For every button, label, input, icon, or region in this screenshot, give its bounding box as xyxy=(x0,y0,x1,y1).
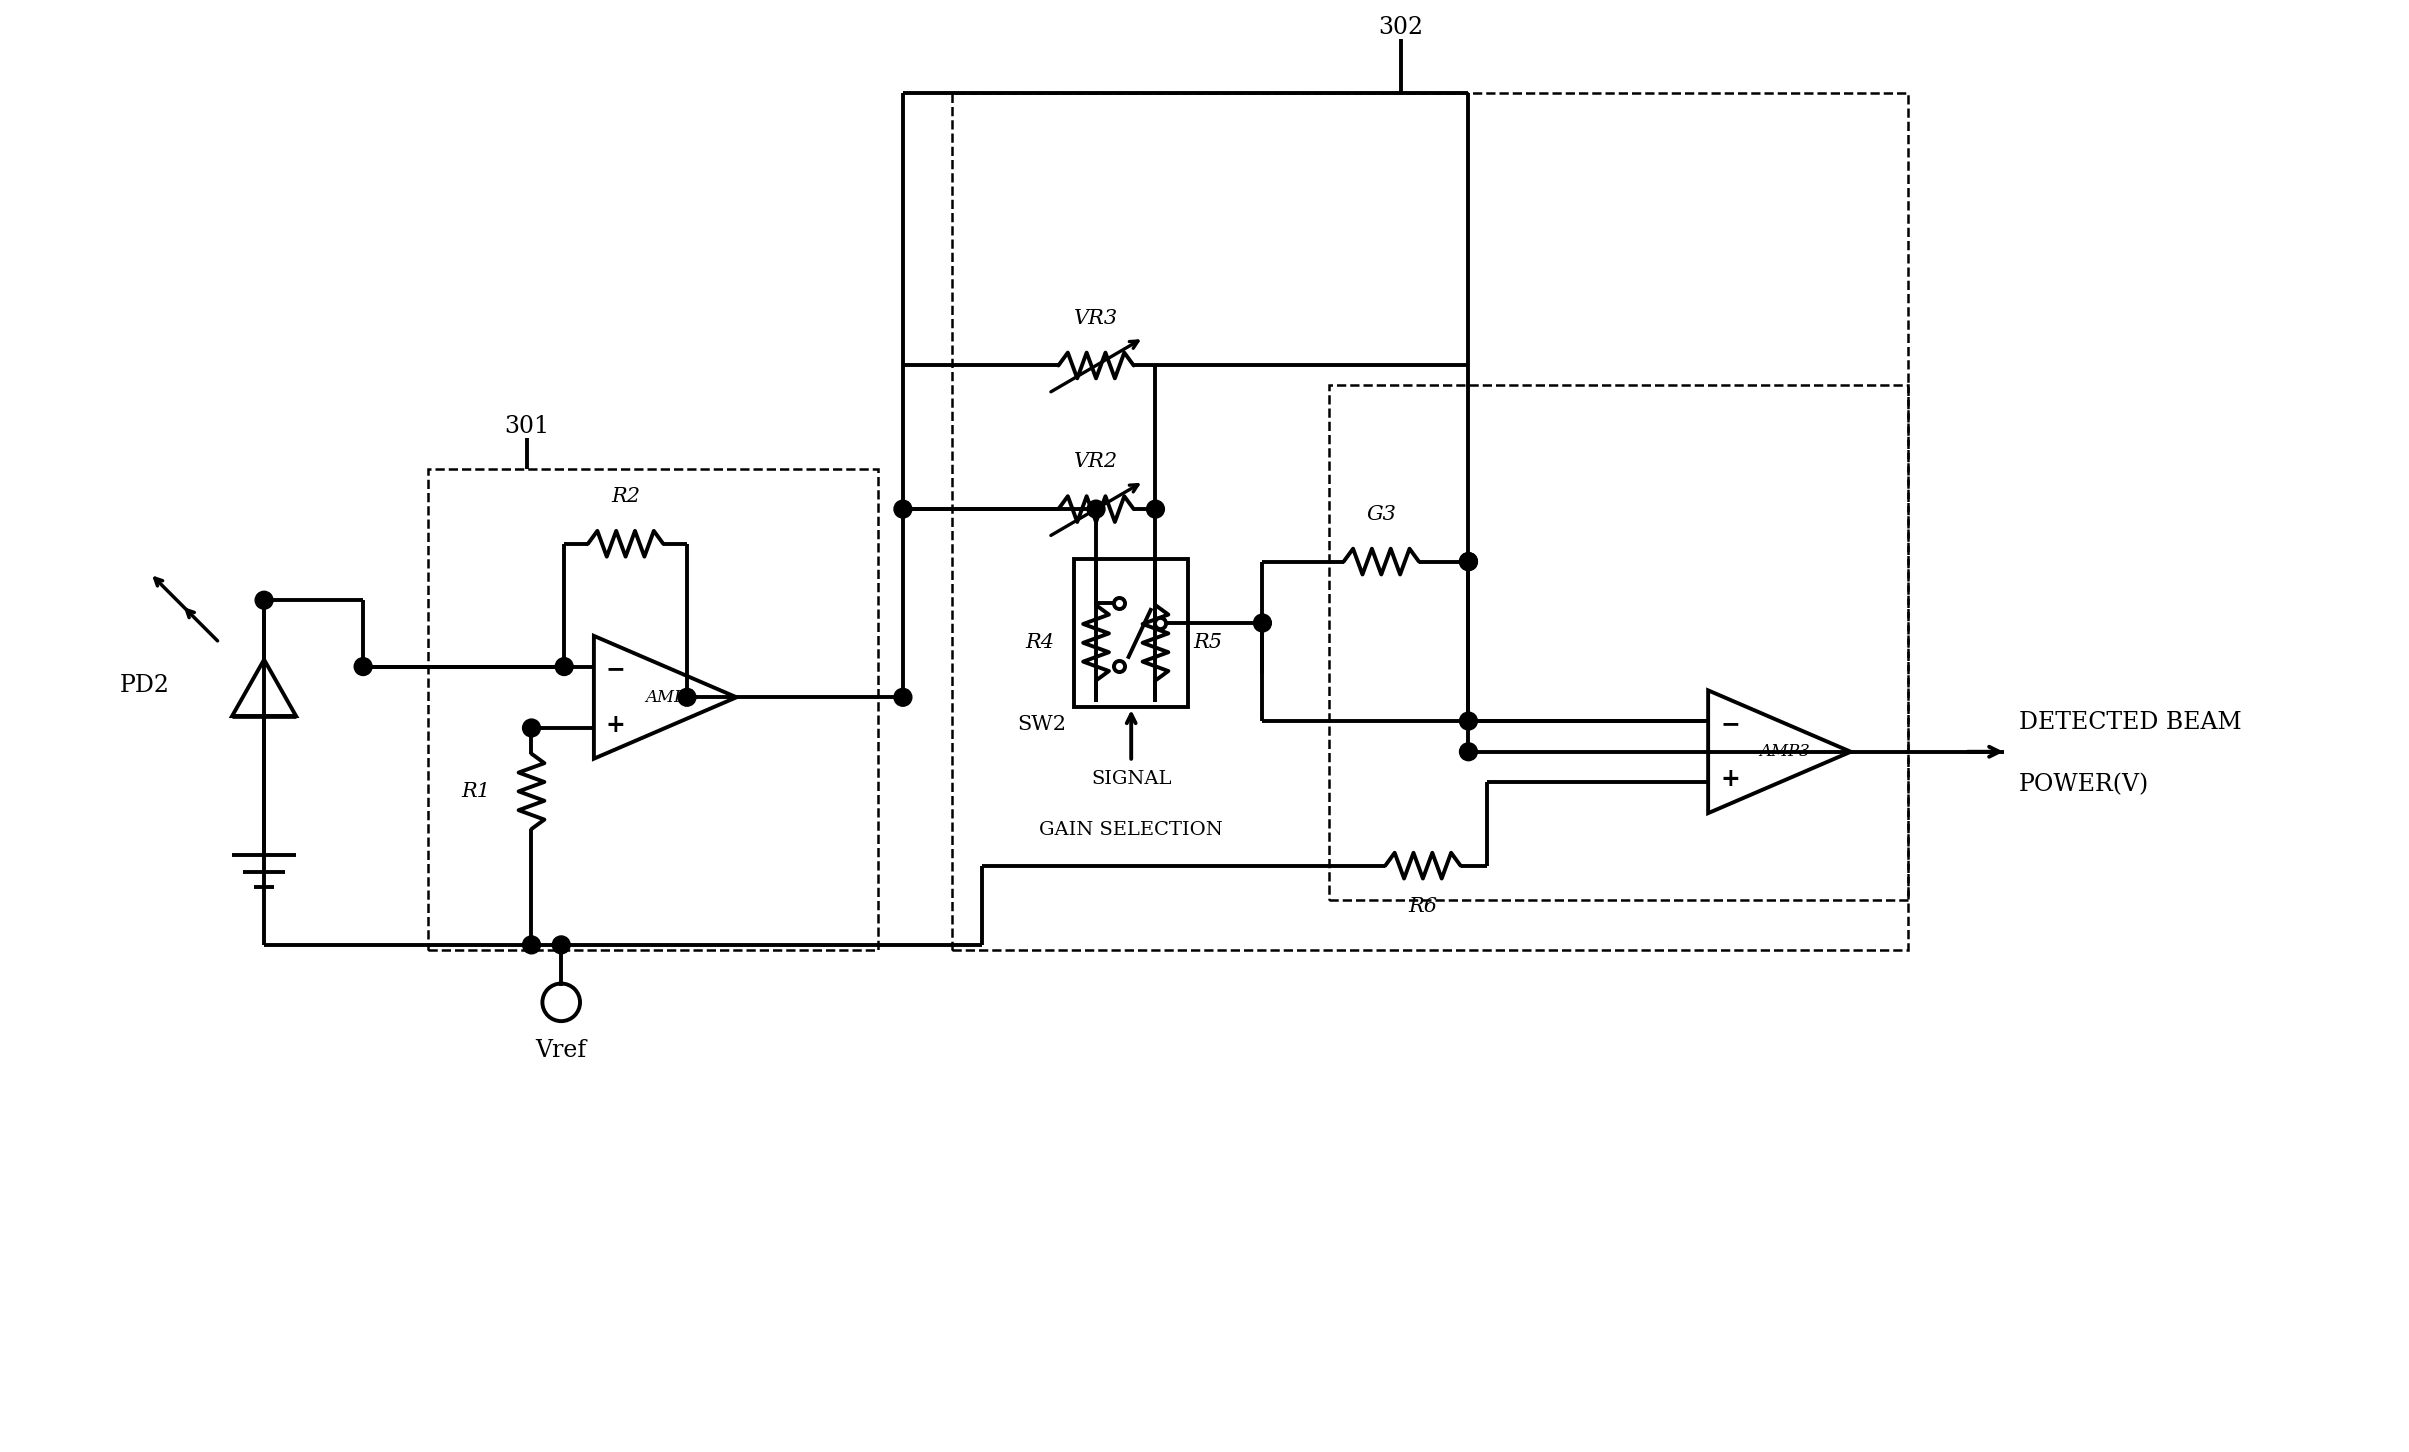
Circle shape xyxy=(1253,614,1272,632)
Circle shape xyxy=(1460,553,1477,571)
Text: AMP1: AMP1 xyxy=(646,688,696,706)
Circle shape xyxy=(1147,499,1164,518)
Text: GAIN SELECTION: GAIN SELECTION xyxy=(1038,820,1224,839)
Circle shape xyxy=(1086,499,1106,518)
Text: SW2: SW2 xyxy=(1017,714,1067,735)
Text: R4: R4 xyxy=(1026,633,1055,652)
Text: VR2: VR2 xyxy=(1074,453,1118,472)
Bar xyxy=(426,469,879,950)
Circle shape xyxy=(677,688,696,706)
Text: VR3: VR3 xyxy=(1074,309,1118,328)
Text: 302: 302 xyxy=(1378,16,1424,39)
Text: Vref: Vref xyxy=(535,1040,588,1061)
Circle shape xyxy=(554,658,573,675)
Text: R6: R6 xyxy=(1409,897,1438,916)
Text: R5: R5 xyxy=(1192,633,1221,652)
Circle shape xyxy=(1460,743,1477,761)
Circle shape xyxy=(523,937,540,954)
Bar xyxy=(952,93,1908,950)
Circle shape xyxy=(1460,711,1477,730)
Text: G3: G3 xyxy=(1366,505,1397,524)
Text: R2: R2 xyxy=(612,486,641,507)
Circle shape xyxy=(552,937,571,954)
Text: −: − xyxy=(1720,711,1739,736)
Text: DETECTED BEAM: DETECTED BEAM xyxy=(2019,711,2243,733)
Circle shape xyxy=(523,719,540,738)
Text: AMP3: AMP3 xyxy=(1759,743,1809,761)
Text: POWER(V): POWER(V) xyxy=(2019,774,2149,797)
Circle shape xyxy=(354,658,371,675)
Text: PD2: PD2 xyxy=(120,674,171,697)
Text: −: − xyxy=(605,658,626,681)
Text: SIGNAL: SIGNAL xyxy=(1091,770,1171,787)
Text: R1: R1 xyxy=(460,781,489,802)
Text: +: + xyxy=(1720,768,1739,791)
Bar xyxy=(1074,559,1188,707)
Circle shape xyxy=(1460,553,1477,571)
Bar xyxy=(1330,385,1908,900)
Text: 301: 301 xyxy=(503,415,549,439)
Circle shape xyxy=(894,499,913,518)
Circle shape xyxy=(894,688,913,706)
Text: +: + xyxy=(605,713,626,738)
Circle shape xyxy=(255,591,272,610)
